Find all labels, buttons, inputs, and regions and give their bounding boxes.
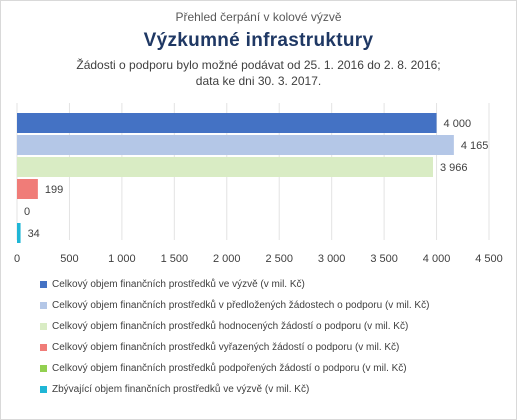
chart-subtitle-line1: Žádosti o podporu bylo možné podávat od … [76, 58, 441, 72]
legend-item: Celkový objem finančních prostředků hodn… [40, 318, 408, 334]
data-label: 199 [45, 184, 63, 196]
legend-item: Celkový objem finančních prostředků ve v… [40, 276, 305, 292]
data-label: 0 [24, 206, 30, 218]
x-tick-label: 1 500 [161, 253, 189, 265]
legend-swatch [40, 301, 47, 309]
bar [17, 157, 433, 177]
data-label: 34 [28, 228, 40, 240]
legend-label: Celkový objem finančních prostředků vyřa… [52, 341, 400, 353]
bar [17, 113, 437, 133]
legend-swatch [40, 343, 47, 351]
x-tick-label: 0 [14, 253, 20, 265]
legend-item: Celkový objem finančních prostředků v př… [40, 297, 429, 313]
bar [17, 223, 21, 243]
legend-swatch [40, 364, 47, 372]
x-tick-label: 2 000 [213, 253, 241, 265]
x-tick-label: 3 000 [318, 253, 346, 265]
chart-title: Výzkumné infrastruktury [143, 30, 374, 51]
x-tick-label: 4 000 [423, 253, 451, 265]
bars [17, 113, 454, 243]
data-labels: 4 000 4 165 3 966 199 0 34 [24, 118, 488, 240]
chart-supertitle: Přehled čerpání v kolové výzvě [175, 10, 342, 24]
legend-label: Celkový objem finančních prostředků hodn… [52, 320, 409, 332]
x-tick-label: 3 500 [370, 253, 398, 265]
legend-swatch [40, 280, 47, 288]
x-tick-label: 2 500 [265, 253, 293, 265]
x-tick-label: 1 000 [108, 253, 136, 265]
legend-label: Zbývající objem finančních prostředků ve… [52, 383, 310, 395]
legend-label: Celkový objem finančních prostředků v př… [52, 299, 430, 311]
bar [17, 179, 38, 199]
x-tick-label: 500 [60, 253, 78, 265]
x-tick-label: 4 500 [475, 253, 503, 265]
legend-label: Celkový objem finančních prostředků podp… [52, 362, 407, 374]
data-label: 4 000 [444, 118, 472, 130]
x-axis-ticks: 0 500 1 000 1 500 2 000 2 500 3 000 3 500 4 000 4… [14, 253, 503, 265]
legend-swatch [40, 385, 47, 393]
legend-item: Zbývající objem finančních prostředků ve… [40, 381, 309, 397]
legend-label: Celkový objem finančních prostředků ve v… [52, 278, 305, 290]
legend-swatch [40, 322, 47, 330]
data-label: 4 165 [461, 140, 489, 152]
data-label: 3 966 [440, 162, 468, 174]
bar [17, 135, 454, 155]
chart-subtitle-line2: data ke dni 30. 3. 2017. [195, 74, 322, 88]
legend-item: Celkový objem finančních prostředků vyřa… [40, 339, 399, 355]
legend-item: Celkový objem finančních prostředků podp… [40, 360, 407, 376]
